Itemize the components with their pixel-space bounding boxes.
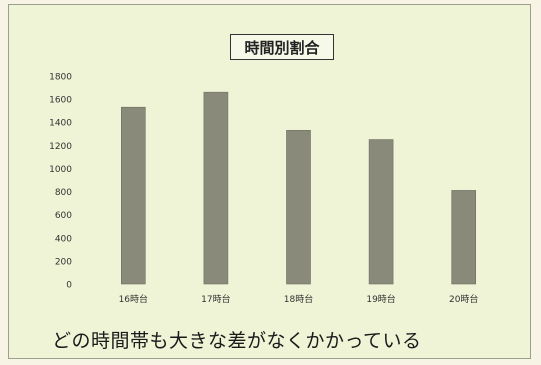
caption-text: どの時間帯も大きな差がなくかかっている bbox=[52, 330, 422, 352]
x-tick-label: 17時台 bbox=[201, 293, 230, 305]
bars bbox=[121, 91, 477, 285]
bar-3 bbox=[368, 139, 394, 285]
y-tick-label: 1200 bbox=[49, 142, 72, 152]
y-tick-label: 400 bbox=[55, 234, 72, 244]
chart-frame bbox=[8, 4, 531, 359]
y-axis-ticks: 0 200 400 600 800 1000 1200 1400 1600 1800 bbox=[49, 73, 72, 291]
bar-4 bbox=[451, 190, 477, 285]
y-tick-label: 200 bbox=[55, 257, 72, 267]
y-tick-label: 0 bbox=[66, 281, 72, 291]
bar-2 bbox=[286, 130, 311, 285]
y-tick-label: 800 bbox=[55, 188, 72, 198]
y-tick-label: 1000 bbox=[49, 165, 72, 175]
y-tick-label: 1600 bbox=[49, 96, 72, 106]
chart-title: 時間別割合 bbox=[230, 34, 334, 60]
y-tick-label: 1400 bbox=[49, 119, 72, 129]
x-tick-label: 16時台 bbox=[119, 293, 148, 305]
y-tick-label: 1800 bbox=[49, 73, 72, 83]
x-tick-label: 19時台 bbox=[366, 293, 395, 305]
x-axis-ticks: 16時台 17時台 18時台 19時台 20時台 bbox=[119, 293, 479, 305]
bar-0 bbox=[121, 106, 146, 285]
x-tick-label: 18時台 bbox=[284, 293, 313, 305]
x-tick-label: 20時台 bbox=[449, 293, 478, 305]
bar-1 bbox=[203, 91, 229, 285]
y-tick-label: 600 bbox=[55, 211, 72, 221]
